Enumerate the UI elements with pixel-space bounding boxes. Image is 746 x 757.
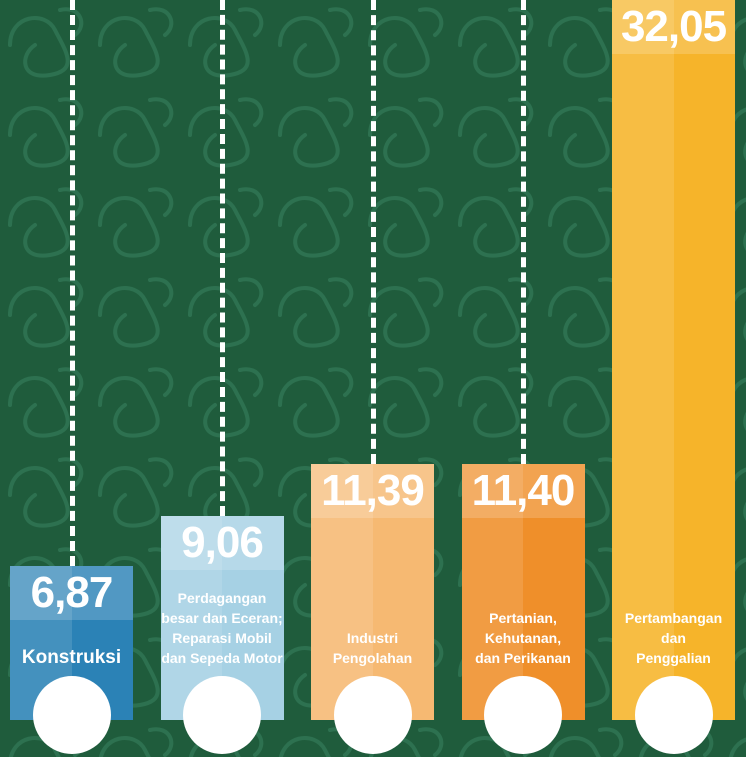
- dashed-guide: [371, 0, 376, 464]
- value-label: 11,40: [462, 464, 585, 518]
- sector-icon: [635, 676, 713, 754]
- sector-icon: [484, 676, 562, 754]
- value-label: 9,06: [161, 516, 284, 570]
- sector-icon: [334, 676, 412, 754]
- sector-icon: [183, 676, 261, 754]
- category-label: Industri Pengolahan: [307, 628, 438, 668]
- category-label: Pertanian, Kehutanan, dan Perikanan: [458, 608, 589, 668]
- category-label: Pertambangan dan Penggalian: [608, 608, 739, 668]
- value-label: 6,87: [10, 566, 133, 620]
- dashed-guide: [521, 0, 526, 464]
- sector-icon: [33, 676, 111, 754]
- category-label: Perdagangan besar dan Eceran; Reparasi M…: [157, 588, 288, 668]
- category-label: Konstruksi: [6, 648, 137, 668]
- infographic: 6,87 Konstruksi 9,06 Perdagangan besar dan …: [0, 0, 746, 757]
- value-label: 32,05: [612, 0, 735, 54]
- value-label: 11,39: [311, 464, 434, 518]
- dashed-guide: [220, 0, 225, 516]
- dashed-guide: [70, 0, 75, 566]
